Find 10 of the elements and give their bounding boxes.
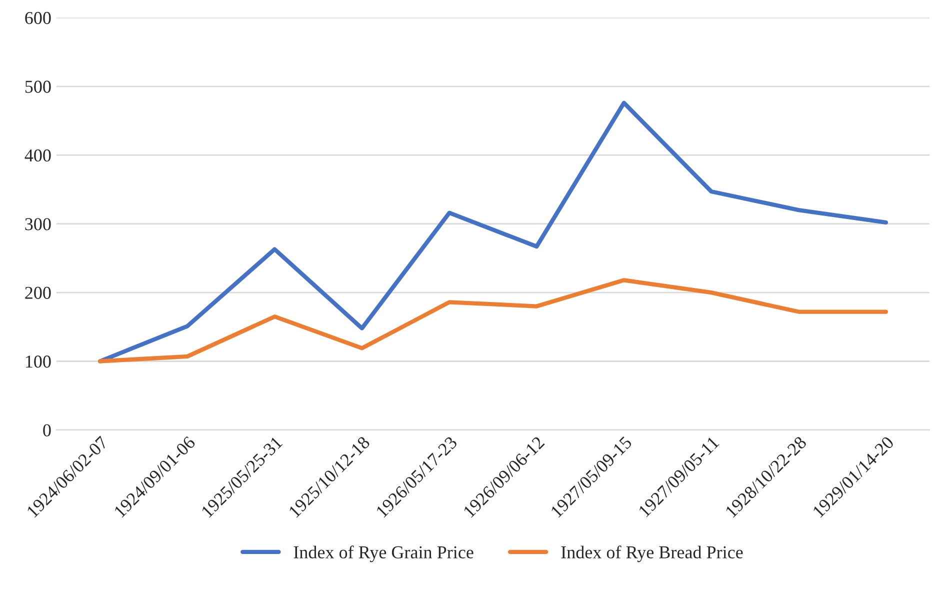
legend-label: Index of Rye Grain Price [294, 546, 474, 562]
y-tick-label: 600 [25, 12, 51, 24]
y-tick-label: 400 [24, 149, 51, 162]
y-tick-label: 0 [43, 424, 51, 436]
line-series [98, 278, 888, 364]
y-tick-label: 300 [25, 218, 51, 230]
y-tick-label: 100 [26, 356, 51, 368]
y-tick-label: 200 [25, 286, 51, 299]
y-tick-label: 500 [25, 80, 51, 93]
legend-label: Index of Rye Bread Price [561, 546, 743, 562]
